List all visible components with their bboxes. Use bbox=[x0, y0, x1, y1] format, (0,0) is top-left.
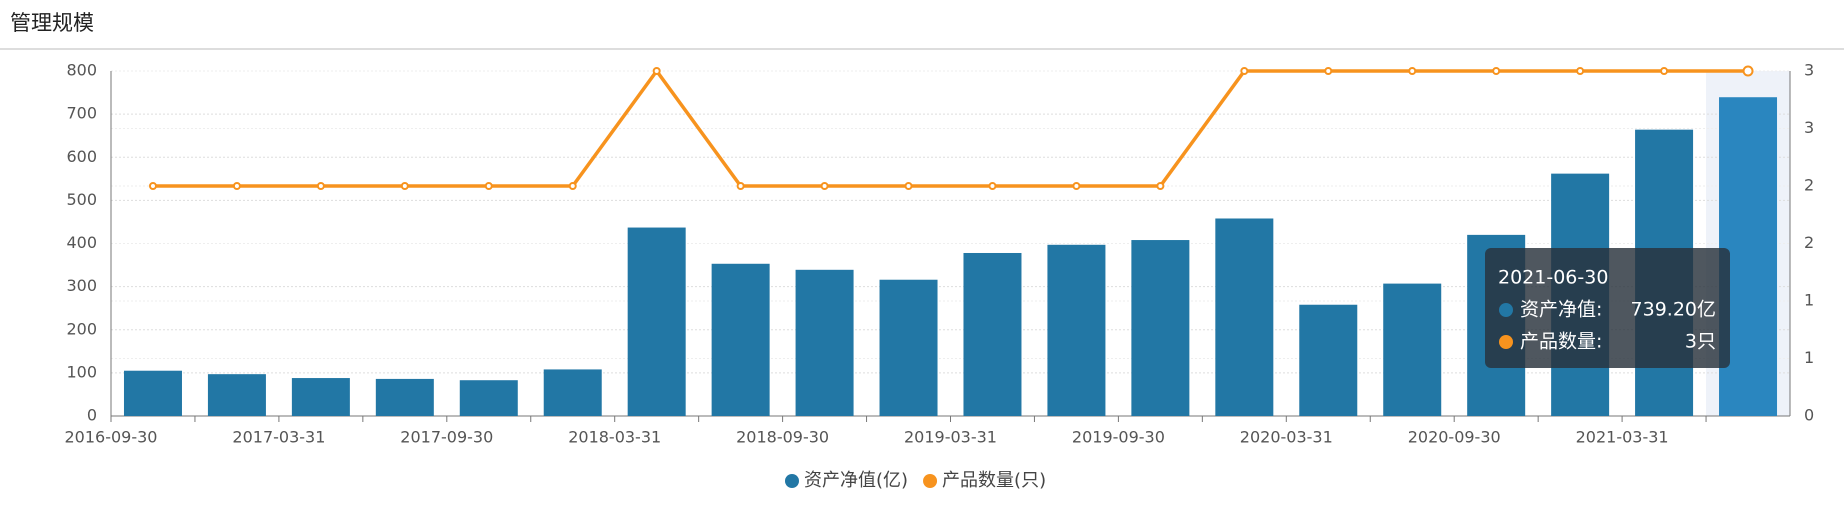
x-tick-label: 2020-09-30 bbox=[1408, 428, 1501, 447]
bar bbox=[627, 227, 686, 416]
bar bbox=[711, 263, 770, 416]
tooltip-box bbox=[1485, 248, 1730, 368]
x-tick-label: 2018-09-30 bbox=[736, 428, 829, 447]
bar bbox=[123, 370, 182, 416]
y-tick-label: 600 bbox=[66, 147, 97, 166]
line bbox=[152, 68, 1749, 188]
bar bbox=[963, 252, 1022, 416]
line-point bbox=[1408, 67, 1417, 75]
tooltip-label: 产品数量: bbox=[1520, 331, 1602, 353]
line-point bbox=[1660, 67, 1669, 75]
tooltip-value: 3只 bbox=[1685, 331, 1716, 353]
line-point bbox=[1072, 182, 1081, 190]
bar bbox=[879, 279, 938, 416]
x-tick-label: 2017-03-31 bbox=[232, 428, 325, 447]
y-tick-label: 500 bbox=[66, 190, 97, 209]
x-tick-label: 2018-03-31 bbox=[568, 428, 661, 447]
bar bbox=[459, 380, 518, 416]
line-point bbox=[904, 182, 913, 190]
y-tick-label: 700 bbox=[66, 104, 97, 123]
legend-marker bbox=[785, 474, 799, 488]
line-point bbox=[1742, 65, 1754, 77]
x-tick-label: 2017-09-30 bbox=[400, 428, 493, 447]
y2-tick-label: 3 bbox=[1804, 61, 1814, 80]
line-point bbox=[148, 182, 157, 190]
x-tick-label: 2019-09-30 bbox=[1072, 428, 1165, 447]
line-point bbox=[652, 67, 661, 75]
x-tick-label: 2020-03-31 bbox=[1240, 428, 1333, 447]
line-point bbox=[1240, 67, 1249, 75]
x-tick-label: 2016-09-30 bbox=[65, 428, 158, 447]
line-point bbox=[316, 182, 325, 190]
y2-tick-label: 2 bbox=[1804, 233, 1814, 252]
bar bbox=[291, 378, 350, 416]
tooltip-marker bbox=[1499, 335, 1513, 349]
line-point bbox=[1492, 67, 1501, 75]
bar bbox=[1215, 218, 1274, 416]
y2-tick-label: 1 bbox=[1804, 348, 1814, 367]
bar bbox=[1131, 240, 1190, 416]
line-point bbox=[1576, 67, 1585, 75]
bar bbox=[207, 374, 266, 416]
tooltip-label: 资产净值: bbox=[1520, 299, 1602, 321]
tooltip-value: 739.20亿 bbox=[1631, 299, 1716, 321]
line-point bbox=[988, 182, 997, 190]
line-point bbox=[568, 182, 577, 190]
legend-marker bbox=[923, 474, 938, 488]
y2-tick-label: 2 bbox=[1804, 176, 1814, 195]
legend-label: 产品数量(只) bbox=[942, 470, 1046, 491]
line-point bbox=[400, 182, 409, 190]
bar bbox=[1299, 304, 1358, 416]
line-point bbox=[484, 182, 493, 190]
y-tick-label: 0 bbox=[87, 406, 97, 425]
y-tick-label: 800 bbox=[66, 61, 97, 80]
tooltip-title: 2021-06-30 bbox=[1498, 267, 1608, 289]
bar bbox=[1047, 244, 1106, 416]
line-point bbox=[820, 182, 829, 190]
bar bbox=[543, 369, 602, 416]
line-point bbox=[1324, 67, 1333, 75]
y-tick-label: 300 bbox=[66, 276, 97, 295]
x-tick-label: 2019-03-31 bbox=[904, 428, 997, 447]
y2-tick-label: 0 bbox=[1804, 406, 1814, 425]
y2-tick-label: 3 bbox=[1804, 118, 1814, 137]
line-point bbox=[736, 182, 745, 190]
bar bbox=[375, 378, 434, 416]
bar bbox=[795, 269, 854, 416]
y2-tick-label: 1 bbox=[1804, 291, 1814, 310]
line-point bbox=[232, 182, 241, 190]
legend-label: 资产净值(亿) bbox=[804, 470, 908, 491]
bar bbox=[1383, 283, 1442, 416]
page-title: 管理规模 bbox=[10, 11, 94, 35]
y-tick-label: 400 bbox=[66, 233, 97, 252]
line-point bbox=[1156, 182, 1165, 190]
x-tick-label: 2021-03-31 bbox=[1576, 428, 1669, 447]
tooltip-marker bbox=[1499, 303, 1513, 317]
y-tick-label: 200 bbox=[66, 319, 97, 338]
y-tick-label: 100 bbox=[66, 362, 97, 381]
